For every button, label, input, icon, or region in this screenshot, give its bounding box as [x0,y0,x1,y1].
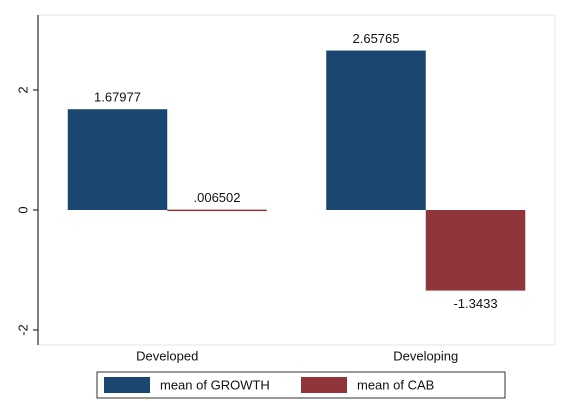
legend-swatch [104,377,150,393]
value-label: .006502 [194,190,241,205]
y-tick-label: 2 [15,86,30,93]
value-label: 2.65765 [353,31,400,46]
legend-swatch [301,377,347,393]
x-tick-label: Developed [136,348,198,363]
value-label: 1.67977 [94,90,141,105]
value-label: -1.3433 [453,296,497,311]
bar [326,50,426,210]
y-tick-label: 0 [15,206,30,213]
bar [167,209,267,212]
legend-label: mean of GROWTH [160,377,270,392]
y-tick-label: -2 [15,324,30,336]
x-tick-label: Developing [393,348,458,363]
bar [67,109,168,210]
bar [425,210,526,291]
legend-label: mean of CAB [357,377,434,392]
